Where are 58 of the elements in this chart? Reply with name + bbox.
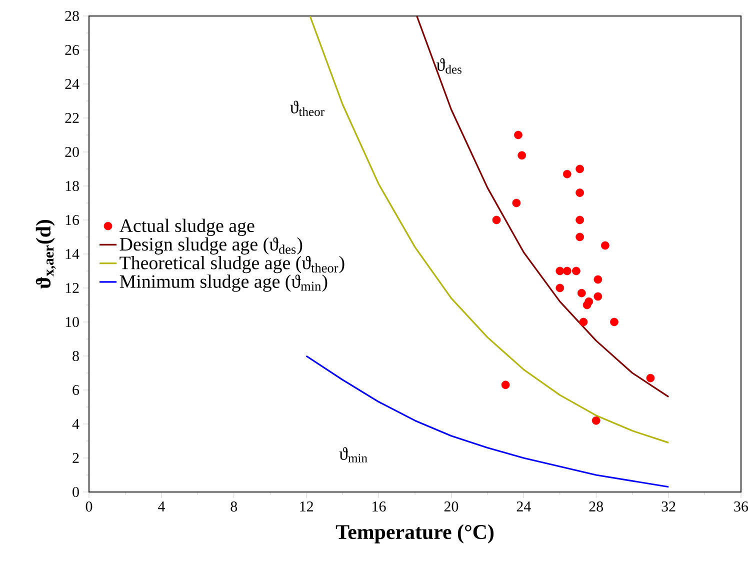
legend-label: Actual sludge age [119,218,254,236]
annotation: ϑ$_{min}$ [339,447,368,462]
point [600,241,610,250]
point [518,151,526,160]
x-tick-label: 0 [86,501,92,512]
y-tick-label: 14 [66,249,80,259]
x-tick-label: 24 [516,501,531,512]
y-tick-label: 12 [66,283,79,293]
x-tick-label: 12 [300,501,313,512]
x-tick-label: 16 [372,501,386,512]
point [572,266,580,276]
x-tick-label: 8 [230,501,238,512]
point [562,170,572,178]
y-tick-label: 20 [65,146,79,158]
x-tick-label: 20 [444,501,458,512]
y-tick-label: 8 [72,350,79,362]
point [576,164,584,174]
y-tick-label: 2 [72,453,79,463]
legend-label: Design sludge age (ϑ$_{des}$) [120,237,302,255]
point [579,318,588,326]
text: ϑ$_{x,aer}$(d) [36,220,56,289]
x-tick-label: 4 [158,501,165,512]
x-tick-label: 32 [662,501,676,512]
y-tick-label: 10 [66,316,79,328]
point [562,266,572,276]
y-tick-label: 0 [72,486,79,498]
annotation: ϑ$_{des}$ [436,58,462,74]
legend-label: Minimum sludge age (ϑ$_{min}$) [120,274,328,292]
point [556,266,564,276]
y-tick-label: 6 [72,384,80,395]
point [492,216,501,224]
y-tick-label: 4 [72,419,80,429]
y-tick-label: 16 [66,214,80,225]
x-tick-label: 28 [589,501,604,512]
point [577,288,586,298]
point [576,232,584,242]
point [576,216,584,224]
point [512,198,521,208]
point [556,284,564,292]
y-tick-label: 22 [65,113,79,123]
point [594,275,602,284]
point [501,380,510,390]
y-tick-label: 28 [65,10,79,22]
line-series [416,16,670,398]
point [592,416,600,425]
point [584,297,594,306]
point [646,374,655,382]
y-tick-label: 26 [65,44,80,55]
y-tick-label: 24 [65,79,80,89]
legend-label: Theoretical sludge age (ϑ$_{theor}$) [120,256,344,274]
x-tick-label: 36 [734,501,748,512]
point [610,318,618,326]
annotation: ϑ$_{theor}$ [290,100,324,116]
x-axis-title: Temperature (°C) [336,524,494,544]
point [594,292,602,301]
point [514,130,522,140]
point [576,188,584,197]
y-tick-label: 18 [66,180,79,192]
